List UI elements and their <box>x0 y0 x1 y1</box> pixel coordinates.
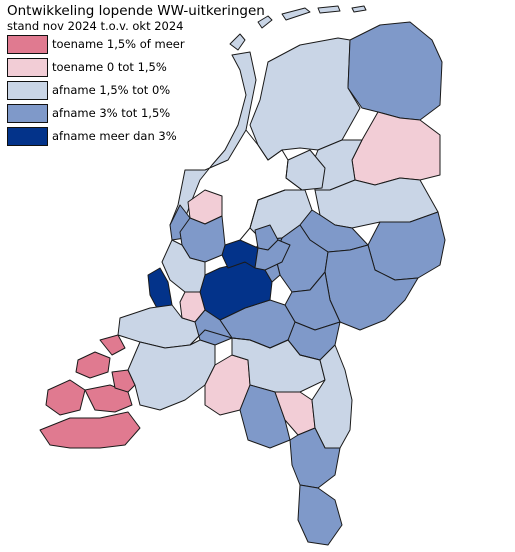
ijsselmeer-outline <box>239 129 304 241</box>
legend-item-up: toename 0 tot 1,5% <box>7 58 207 81</box>
legend-swatch-down-small <box>7 81 48 100</box>
river-outline <box>189 329 321 361</box>
region-midden-limburg <box>289 427 341 489</box>
region-bevelanden <box>84 384 133 413</box>
region-twente <box>367 211 446 281</box>
region-zeeuws-vlaanderen <box>39 411 141 449</box>
legend-item-down: afname 3% tot 1,5% <box>7 104 207 127</box>
region-zuid-limburg <box>297 484 343 546</box>
map-title: Ontwikkeling lopende WW-uitkeringen <box>7 3 265 19</box>
region-walcheren <box>45 379 86 416</box>
legend-label-down: afname 3% tot 1,5% <box>52 106 171 120</box>
region-tholen <box>111 369 136 393</box>
region-schiermonnikoog <box>351 5 367 13</box>
legend-label-down-small: afname 1,5% tot 0% <box>52 83 171 97</box>
legend-item-down-small: afname 1,5% tot 0% <box>7 81 207 104</box>
legend-swatch-down <box>7 104 48 123</box>
region-texel <box>229 33 246 51</box>
region-ameland <box>317 5 341 14</box>
legend-item-down-strong: afname meer dan 3% <box>7 127 207 150</box>
legend-label-up: toename 0 tot 1,5% <box>52 60 167 74</box>
legend-label-up-strong: toename 1,5% of meer <box>52 37 185 51</box>
legend-swatch-up <box>7 58 48 77</box>
legend-swatch-down-strong <box>7 127 48 146</box>
region-vlieland <box>257 15 273 29</box>
region-holland-rijnland <box>161 239 206 293</box>
legend: toename 1,5% of meer toename 0 tot 1,5% … <box>7 35 207 150</box>
map-subtitle: stand nov 2024 t.o.v. okt 2024 <box>7 19 184 33</box>
region-goeree <box>99 334 126 356</box>
region-groningen <box>347 21 443 121</box>
region-schouwen <box>75 351 111 379</box>
legend-swatch-up-strong <box>7 35 48 54</box>
legend-label-down-strong: afname meer dan 3% <box>52 129 177 143</box>
region-west-brabant <box>127 339 216 411</box>
region-amsterdam <box>221 239 259 269</box>
region-zuidoost-brabant <box>239 384 291 449</box>
region-terschelling <box>281 7 311 21</box>
region-drenthe-zuidoost <box>351 111 441 186</box>
legend-item-up-strong: toename 1,5% of meer <box>7 35 207 58</box>
region-amersfoort <box>254 239 291 271</box>
